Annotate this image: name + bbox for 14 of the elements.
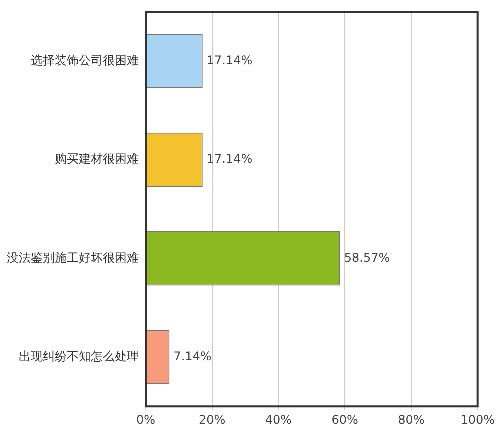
x-tick-label: 100%	[460, 412, 496, 427]
data-label: 17.14%	[206, 53, 253, 68]
data-label: 7.14%	[174, 349, 212, 364]
x-tick-label: 40%	[265, 412, 292, 427]
x-tick-label: 20%	[199, 412, 226, 427]
y-tick-label: 出现纠纷不知怎么处理	[19, 349, 139, 364]
data-label: 17.14%	[206, 152, 253, 166]
x-tick-label: 60%	[332, 412, 358, 427]
x-tick-label: 0%	[136, 412, 156, 427]
y-tick-label: 选择装饰公司很困难	[31, 53, 139, 68]
x-tick-label: 80%	[398, 412, 425, 427]
y-tick-label: 购买建材很困难	[55, 152, 139, 166]
data-label: 58.57%	[344, 250, 390, 265]
y-tick-label: 没法鉴别施工好坏很困难	[7, 250, 139, 265]
